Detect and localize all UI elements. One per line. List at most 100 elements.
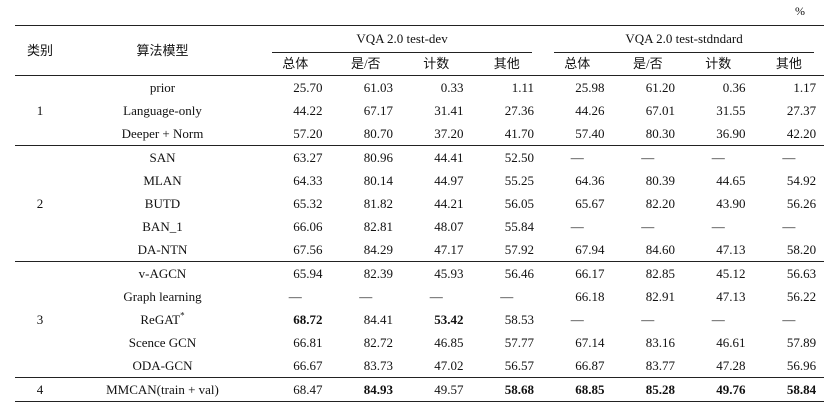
table-row: MLAN 64.33 80.14 44.97 55.25 64.36 80.39 44.65 5… bbox=[15, 169, 824, 192]
std-value-cell: 58.20 bbox=[786, 242, 817, 257]
table-row: Language-only 44.22 67.17 31.41 27.36 44.26 67… bbox=[15, 99, 824, 122]
dev-value-cell: 41.70 bbox=[504, 126, 535, 141]
std-value-cell: 44.65 bbox=[716, 173, 746, 188]
std-value-cell: 61.20 bbox=[645, 80, 676, 95]
std-value-cell: 66.87 bbox=[575, 358, 605, 373]
dev-value-cell: 80.70 bbox=[363, 126, 393, 141]
std-value-cell: 68.85 bbox=[575, 382, 605, 397]
results-table: 类别 算法模型 VQA 2.0 test-dev VQA 2.0 test-st… bbox=[15, 25, 825, 402]
dev-value-cell: 82.72 bbox=[363, 335, 393, 350]
header-subcol: 其他 bbox=[775, 56, 802, 71]
dev-value-cell: 25.70 bbox=[293, 80, 323, 95]
dev-value-cell: 66.06 bbox=[293, 219, 323, 234]
std-value-cell: 47.13 bbox=[716, 242, 746, 257]
std-value-cell: 42.20 bbox=[786, 126, 817, 141]
header-subcol: 是/否 bbox=[350, 56, 381, 71]
std-value-cell: 36.90 bbox=[716, 126, 746, 141]
std-value-cell: 80.39 bbox=[645, 173, 676, 188]
model-name: ODA-GCN bbox=[65, 354, 260, 378]
std-value-cell: 25.98 bbox=[575, 80, 605, 95]
dev-value-cell: 31.41 bbox=[434, 103, 464, 118]
model-name: prior bbox=[65, 76, 260, 100]
dev-value-cell: 57.92 bbox=[504, 242, 535, 257]
std-value-cell: 80.30 bbox=[645, 126, 676, 141]
model-name: ReGAT* bbox=[65, 308, 260, 331]
std-value-cell: 45.12 bbox=[716, 266, 746, 281]
std-value-cell: 57.40 bbox=[575, 126, 605, 141]
model-name: Deeper + Norm bbox=[65, 122, 260, 146]
std-value-cell: — bbox=[570, 219, 584, 234]
header-subcol: 总体 bbox=[282, 56, 309, 71]
std-value-cell: 27.37 bbox=[786, 103, 817, 118]
dev-value-cell: 68.47 bbox=[293, 382, 323, 397]
std-value-cell: — bbox=[641, 312, 655, 327]
model-name: Language-only bbox=[65, 99, 260, 122]
dev-value-cell: 57.20 bbox=[293, 126, 323, 141]
table-row: Deeper + Norm 57.20 80.70 37.20 41.70 57.40 80… bbox=[15, 122, 824, 146]
model-name: BUTD bbox=[65, 192, 260, 215]
dev-value-cell: — bbox=[359, 289, 373, 304]
table-row: BAN_1 66.06 82.81 48.07 55.84 — — — — bbox=[15, 215, 824, 238]
dev-value-cell: 46.85 bbox=[434, 335, 464, 350]
std-value-cell: 66.18 bbox=[575, 289, 605, 304]
dev-value-cell: 84.41 bbox=[363, 312, 393, 327]
dev-value-cell: — bbox=[429, 289, 443, 304]
unit-label: % bbox=[795, 4, 805, 18]
dev-value-cell: 80.96 bbox=[363, 150, 393, 165]
model-name-text: ReGAT bbox=[140, 312, 181, 327]
dev-value-cell: 1.11 bbox=[511, 80, 535, 95]
model-name-text: Language-only bbox=[123, 103, 202, 118]
std-value-cell: 66.17 bbox=[575, 266, 605, 281]
table-row: ReGAT* 68.72 84.41 53.42 58.53 — — — — bbox=[15, 308, 824, 331]
dev-value-cell: 44.21 bbox=[434, 196, 464, 211]
model-name-text: DA-NTN bbox=[137, 242, 188, 257]
table-row: DA-NTN 67.56 84.29 47.17 57.92 67.94 84.60 47.1… bbox=[15, 238, 824, 262]
dev-value-cell: 0.33 bbox=[440, 80, 464, 95]
dev-value-cell: 67.17 bbox=[363, 103, 393, 118]
std-value-cell: 1.17 bbox=[793, 80, 817, 95]
model-name-text: Deeper + Norm bbox=[121, 126, 204, 141]
dev-value-cell: 66.81 bbox=[293, 335, 323, 350]
table-row: 1 prior 25.70 61.03 0.33 1.11 25.98 61.20 0.36 1.… bbox=[15, 75, 825, 118]
std-value-cell: 84.60 bbox=[645, 242, 676, 257]
model-name-text: SAN bbox=[149, 150, 176, 165]
std-value-cell: 58.84 bbox=[786, 382, 817, 397]
table-body: 1 prior 25.70 61.03 0.33 1.11 25.98 61.20 0.36 1.… bbox=[15, 75, 825, 402]
dev-value-cell: 84.29 bbox=[363, 242, 393, 257]
std-value-cell: — bbox=[570, 150, 584, 165]
table-row: Graph learning — — — — 66.18 82.91 47.13 56.22 bbox=[15, 285, 824, 308]
std-value-cell: 64.36 bbox=[575, 173, 605, 188]
table-row: ODA-GCN 66.67 83.73 47.02 56.57 66.87 83.77 47.… bbox=[15, 354, 824, 378]
dev-value-cell: 47.17 bbox=[434, 242, 464, 257]
model-name-text: v-AGCN bbox=[138, 266, 187, 281]
model-name-text: prior bbox=[149, 80, 176, 95]
header-category: 类别 bbox=[15, 25, 65, 76]
dev-value-cell: 68.72 bbox=[293, 312, 323, 327]
std-value-cell: 0.36 bbox=[722, 80, 746, 95]
std-value-cell: — bbox=[782, 150, 796, 165]
dev-value-cell: 65.94 bbox=[293, 266, 323, 281]
model-name-text: BAN_1 bbox=[142, 219, 183, 234]
model-name-text: MMCAN(train + val) bbox=[106, 382, 219, 397]
dev-value-cell: 80.14 bbox=[363, 173, 393, 188]
category-cell: 1 bbox=[36, 103, 44, 118]
header-model: 算法模型 bbox=[65, 25, 260, 76]
dev-value-cell: 56.05 bbox=[504, 196, 535, 211]
model-name: SAN bbox=[65, 146, 260, 170]
dev-value-cell: 58.68 bbox=[504, 382, 535, 397]
dev-value-cell: 37.20 bbox=[434, 126, 464, 141]
std-value-cell: 85.28 bbox=[645, 382, 676, 397]
model-name-text: BUTD bbox=[144, 196, 181, 211]
category-cell: 3 bbox=[36, 312, 44, 327]
dev-value-cell: 64.33 bbox=[293, 173, 323, 188]
std-value-cell: 83.16 bbox=[645, 335, 676, 350]
header-subcol: 是/否 bbox=[632, 56, 663, 71]
model-name-text: ODA-GCN bbox=[132, 358, 193, 373]
dev-value-cell: 58.53 bbox=[504, 312, 535, 327]
dev-value-cell: 44.22 bbox=[293, 103, 323, 118]
model-name: Scence GCN bbox=[65, 331, 260, 354]
header-group-std: VQA 2.0 test-stdndard bbox=[542, 25, 825, 53]
model-name: BAN_1 bbox=[65, 215, 260, 238]
header-subcol: 总体 bbox=[564, 56, 591, 71]
std-value-cell: — bbox=[641, 150, 655, 165]
